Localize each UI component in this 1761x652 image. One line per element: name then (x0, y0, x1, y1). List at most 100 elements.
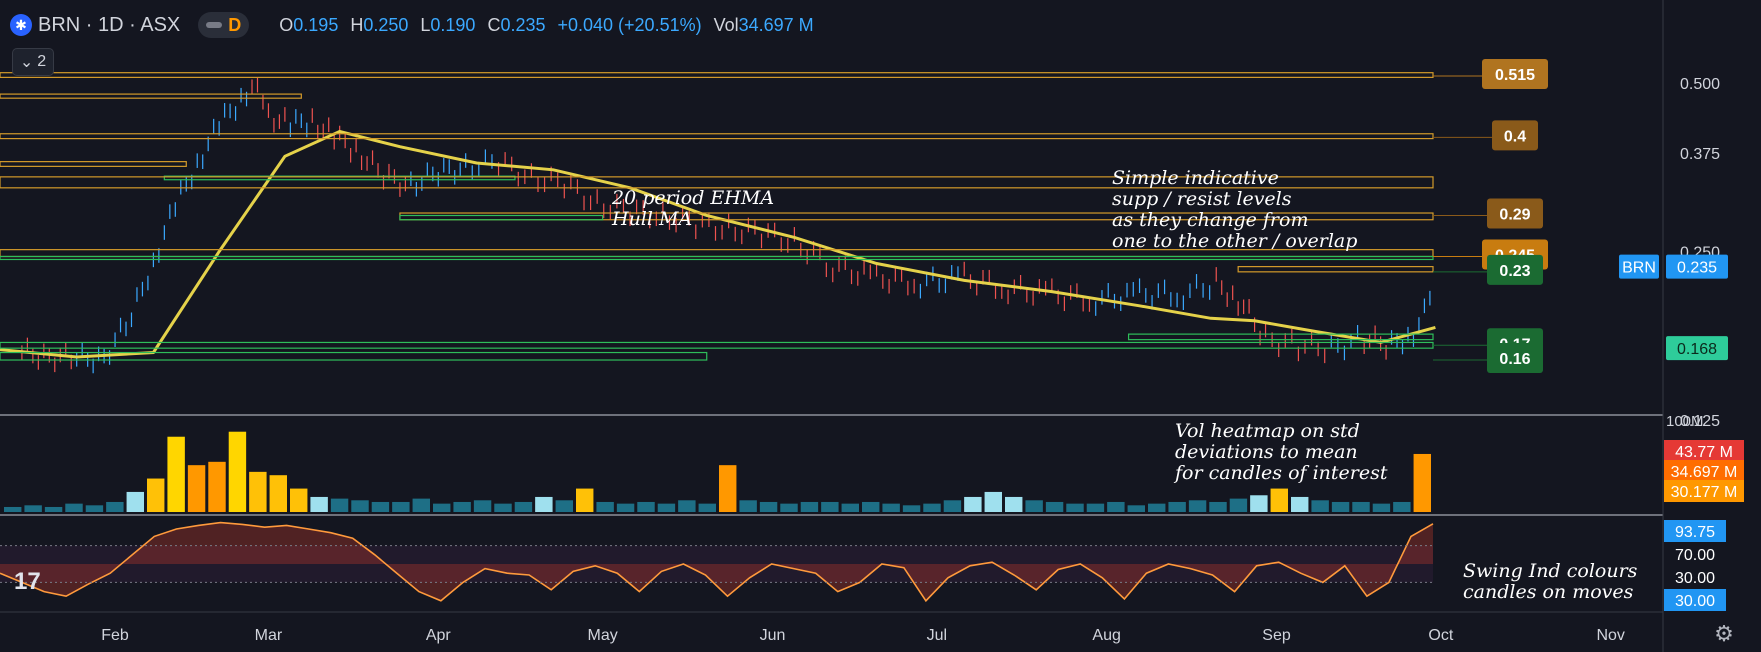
interval-badge: D (228, 14, 242, 35)
volume-bar (862, 501, 880, 512)
volume-bar (1270, 488, 1288, 512)
ma-note-line-1: 20 period EHMA (611, 187, 774, 209)
level-box (399, 214, 604, 221)
volume-bar (412, 498, 430, 512)
level-box (0, 176, 1434, 189)
symbol-selector[interactable]: ✱ BRN · 1D · ASX (0, 14, 188, 37)
hull-ma-line (0, 129, 1436, 359)
time-tick-label: Mar (255, 627, 283, 644)
volume-bar (187, 465, 206, 512)
volume-bar (1311, 500, 1329, 512)
price-panel[interactable] (0, 77, 1436, 374)
level-tag-label: 0.515 (1495, 67, 1535, 84)
price-tick-label: 0.500 (1680, 76, 1720, 93)
volume-bar (1352, 501, 1370, 512)
volume-bar (1331, 501, 1350, 512)
volume-bar (882, 503, 900, 512)
volume-bar (555, 500, 573, 512)
volume-bar (698, 503, 716, 512)
collapse-indicators-button[interactable]: ⌄ 2 (12, 48, 54, 76)
volume-bar (85, 505, 104, 512)
level-tag (1487, 254, 1543, 285)
volume-bar (330, 498, 349, 512)
level-box (1237, 266, 1434, 273)
price-scale-tag-label: 0.168 (1677, 341, 1717, 358)
volume-bar (637, 501, 655, 512)
level-tag-label: 0.29 (1499, 207, 1530, 224)
volume-bar (433, 503, 451, 512)
level-tag-label: 0.4 (1504, 128, 1526, 145)
swing-indicator-panel[interactable] (0, 521, 1434, 603)
high-value: 0.250 (363, 14, 409, 35)
price-tick-label: 0.375 (1680, 146, 1720, 163)
open-label: O (279, 14, 294, 35)
volume-scale-tag (1664, 480, 1744, 502)
volume-bar (208, 461, 226, 512)
volume-bar (719, 465, 737, 512)
volume-bar (1413, 453, 1431, 512)
volume-bar (1229, 498, 1248, 512)
chart-header: ✱ BRN · 1D · ASX D O0.195 H0.250 L0.190 … (0, 0, 814, 50)
volume-bar (167, 436, 185, 512)
swing-note-line-1: Swing Ind colours (1463, 560, 1638, 582)
volume-bar (678, 500, 696, 512)
time-tick-label: Aug (1092, 627, 1120, 644)
time-tick-label: Oct (1428, 627, 1453, 644)
swing-scale-tag-label: 30.00 (1675, 570, 1715, 587)
brainchip-logo-icon: ✱ (10, 14, 32, 36)
volume-bar (780, 503, 798, 512)
volume-bar (1372, 503, 1391, 512)
volume-bar (494, 503, 512, 512)
open-value: 0.195 (293, 14, 339, 35)
volume-bar (1291, 496, 1309, 512)
volume-bar (310, 496, 328, 512)
volume-bar (106, 501, 124, 512)
level-tag (1487, 198, 1543, 229)
volume-bar (1086, 503, 1105, 512)
interval-toggle[interactable]: D (198, 12, 250, 38)
swing-scale-tag (1664, 589, 1726, 611)
time-tick-label: May (588, 627, 618, 644)
volume-bar (984, 491, 1002, 512)
chart-settings-gear-icon[interactable]: ⚙ (1714, 621, 1734, 646)
volume-bar (657, 503, 676, 512)
volume-bar (535, 496, 553, 512)
level-box (0, 72, 1434, 78)
volume-scale-tag-label: 30.177 M (1671, 484, 1738, 501)
volume-bar (1148, 503, 1166, 512)
level-box (163, 175, 516, 181)
level-box (0, 255, 1434, 261)
indicator-count: 2 (37, 53, 47, 70)
volume-bar (902, 505, 921, 512)
vol-note-line-2: deviations to mean (1175, 441, 1358, 463)
volume-panel[interactable] (4, 431, 1431, 512)
volume-scale-tag-label: 43.77 M (1675, 444, 1733, 461)
vol-note-line-1: Vol heatmap on std (1175, 420, 1360, 442)
swing-scale-tag-label: 30.00 (1675, 593, 1715, 610)
level-tag (1492, 120, 1538, 151)
swing-band (0, 545, 1433, 583)
volume-bar (473, 500, 492, 512)
close-label: C (487, 14, 501, 35)
volume-bar (1209, 501, 1227, 512)
volume-bar (4, 506, 22, 512)
swing-scale-tag (1664, 520, 1726, 542)
ma-note-line-2: Hull MA (611, 208, 692, 230)
volume-bar (126, 491, 144, 512)
tradingview-logo-icon[interactable]: 17 (14, 568, 41, 595)
volume-bar (616, 503, 635, 512)
volume-bar (65, 503, 83, 512)
level-tag (1482, 58, 1548, 89)
volume-bar (44, 506, 63, 512)
volume-bar (943, 500, 962, 512)
volume-bar (1168, 501, 1186, 512)
levels-note-line-3: as they change from (1112, 209, 1308, 231)
price-scale-tag (1666, 336, 1728, 361)
volume-scale-tag-label: 34.697 M (1671, 464, 1738, 481)
change-value: +0.040 (+20.51%) (557, 14, 702, 35)
high-label: H (350, 14, 364, 35)
time-tick-label: Apr (426, 627, 452, 644)
